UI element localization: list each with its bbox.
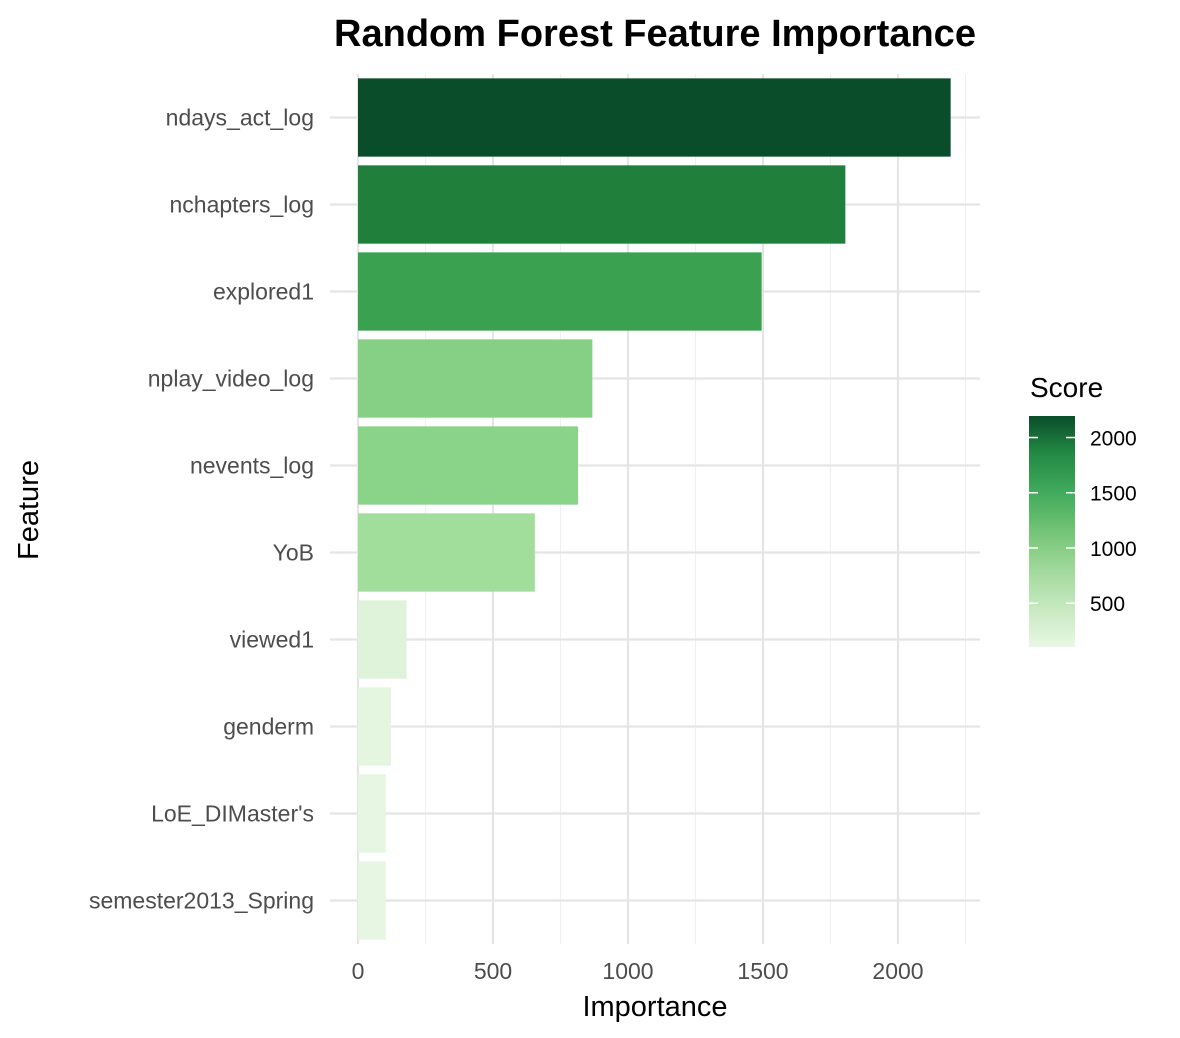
bar (358, 78, 951, 157)
legend-title: Score (1030, 372, 1103, 403)
legend-tick-label: 2000 (1090, 428, 1137, 451)
y-tick-label: viewed1 (230, 627, 314, 653)
y-tick-label: ndays_act_log (166, 105, 314, 131)
x-axis-title: Importance (582, 991, 727, 1023)
y-axis-title: Feature (13, 460, 45, 560)
legend-tick-label: 1500 (1090, 483, 1137, 506)
legend-colorbar (1029, 416, 1075, 647)
bar (358, 339, 593, 418)
x-tick-label: 500 (474, 958, 512, 984)
bar (358, 513, 535, 592)
x-tick-label: 1000 (602, 958, 653, 984)
bar (358, 687, 391, 766)
y-tick-label: semester2013_Spring (89, 888, 314, 914)
y-tick-labels: ndays_act_log nchapters_log explored1 nplay… (89, 105, 314, 914)
bar (358, 774, 386, 853)
bar (358, 426, 579, 505)
y-tick-label: YoB (273, 540, 314, 566)
bar (358, 165, 846, 244)
y-tick-label: genderm (223, 714, 314, 740)
legend: Score 500 1000 1500 2000 (1029, 372, 1137, 647)
y-tick-label: LoE_DIMaster's (151, 801, 314, 827)
bar (358, 600, 407, 679)
legend-tick-label: 500 (1090, 593, 1125, 616)
y-tick-label: explored1 (213, 279, 314, 305)
y-tick-label: nplay_video_log (148, 366, 314, 392)
bar (358, 861, 386, 940)
x-tick-labels: 0 500 1000 1500 2000 (352, 958, 924, 984)
legend-tick-label: 1000 (1090, 538, 1137, 561)
x-tick-label: 0 (352, 958, 365, 984)
y-tick-label: nevents_log (190, 453, 314, 479)
bar (358, 252, 762, 331)
x-tick-label: 2000 (872, 958, 923, 984)
chart-title: Random Forest Feature Importance (334, 13, 976, 55)
y-tick-label: nchapters_log (170, 192, 315, 218)
x-tick-label: 1500 (737, 958, 788, 984)
legend-ticks: 500 1000 1500 2000 (1029, 428, 1137, 616)
bars (358, 78, 951, 940)
